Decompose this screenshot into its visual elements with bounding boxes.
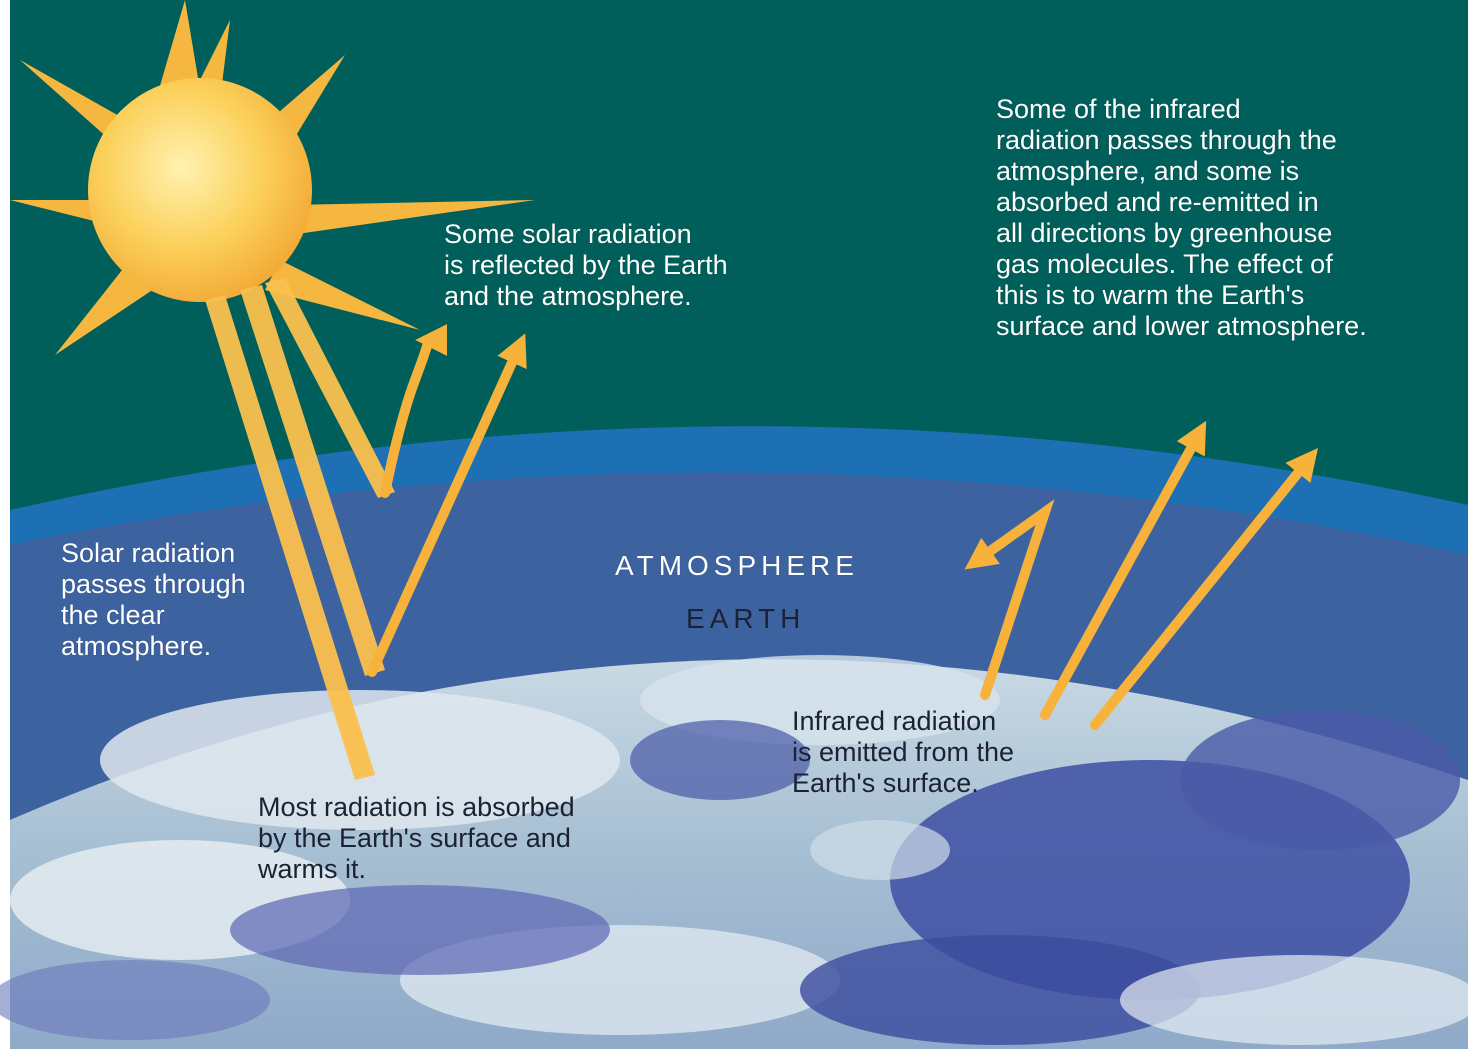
infrared-arrows — [964, 420, 1319, 730]
caption-infrared-emitted: Infrared radiation is emitted from the E… — [792, 706, 1015, 798]
earth-globe-icon — [0, 655, 1468, 1049]
atmosphere-label: ATMOSPHERE — [615, 550, 859, 581]
solar-rays — [205, 278, 395, 780]
image-border — [0, 0, 10, 1049]
radiation-arrow-icon — [367, 324, 527, 677]
caption-solar-passes: Solar radiation passes through the clear… — [61, 538, 246, 661]
caption-absorbed: Most radiation is absorbed by the Earth'… — [258, 792, 575, 884]
caption-solar-reflected: Some solar radiation is reflected by the… — [444, 219, 728, 311]
sun-icon — [10, 0, 535, 355]
caption-infrared-greenhouse: Some of the infrared radiation passes th… — [996, 94, 1367, 341]
earth-label: EARTH — [686, 603, 806, 634]
